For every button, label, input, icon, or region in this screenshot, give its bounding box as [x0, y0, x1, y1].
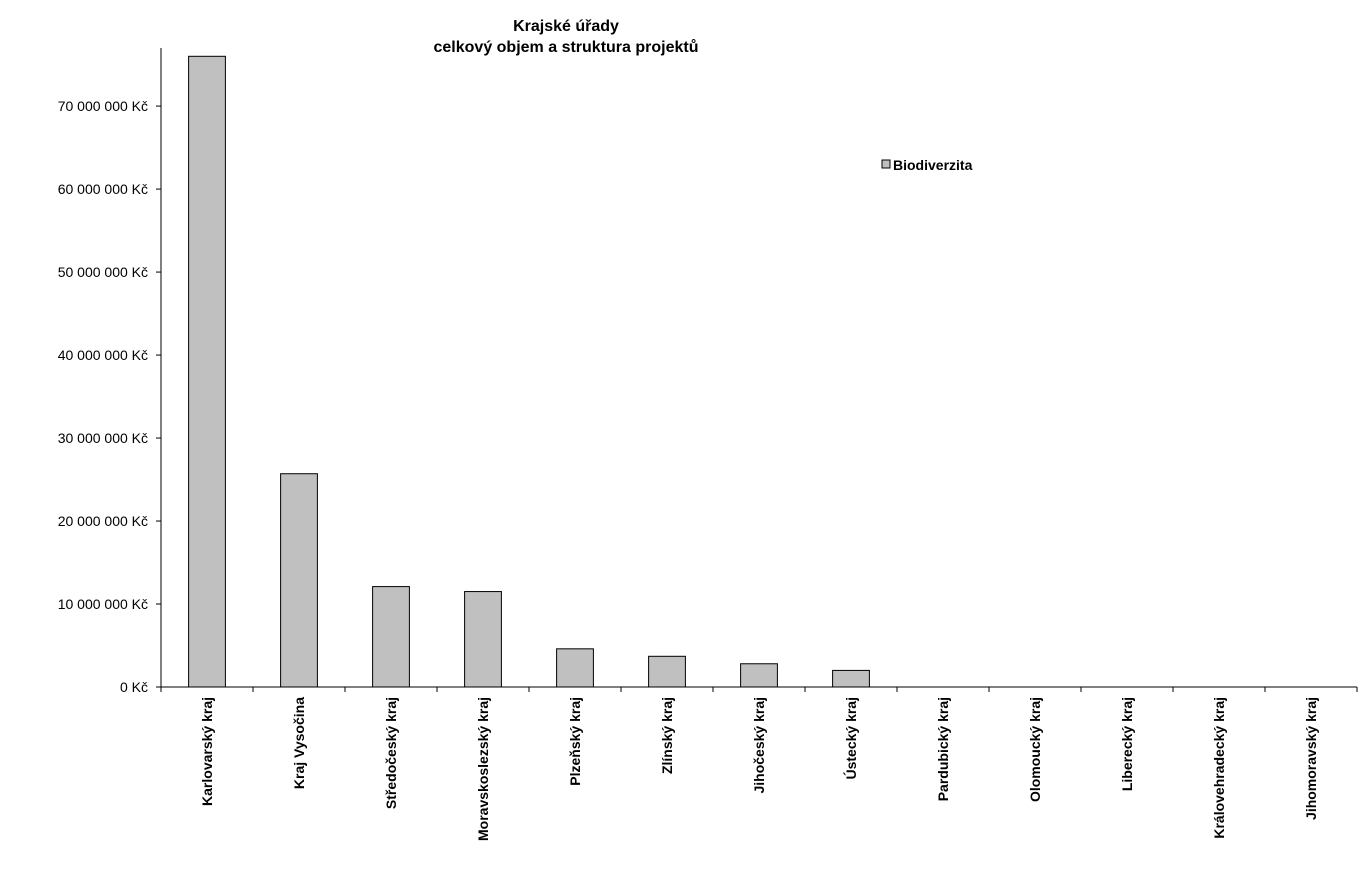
y-tick-label: 50 000 000 Kč	[58, 264, 148, 280]
bar	[464, 591, 502, 688]
y-tick-label: 30 000 000 Kč	[58, 430, 148, 446]
x-category-label: Ústecký kraj	[842, 697, 859, 780]
x-category-label: Pardubický kraj	[935, 697, 951, 801]
bars	[188, 55, 870, 688]
x-category-label: Královehradecký kraj	[1211, 697, 1227, 839]
x-category-label: Karlovarský kraj	[199, 697, 215, 806]
x-category-label: Plzeňský kraj	[567, 697, 583, 786]
bar	[648, 655, 686, 688]
bar	[280, 473, 318, 688]
chart-title-line-1: Krajské úřady	[513, 18, 619, 35]
x-category-label: Liberecký kraj	[1119, 697, 1135, 791]
x-category-label: Jihočeský kraj	[751, 697, 767, 794]
y-tick-label: 40 000 000 Kč	[58, 347, 148, 363]
legend-label-biodiverzita: Biodiverzita	[893, 157, 973, 173]
x-category-label: Jihomoravský kraj	[1303, 697, 1319, 820]
bar	[372, 586, 410, 688]
x-category-label: Moravskoslezský kraj	[475, 697, 491, 841]
x-category-label: Zlínský kraj	[659, 697, 675, 774]
x-axis: Karlovarský kraj Kraj Vysočina Středočeský…	[160, 686, 1358, 841]
x-category-label: Olomoucký kraj	[1027, 697, 1043, 802]
bar	[188, 55, 226, 688]
y-tick-label: 60 000 000 Kč	[58, 181, 148, 197]
y-axis: 0 Kč 10 000 000 Kč 20 000 000 Kč 30 000 000…	[58, 48, 162, 695]
chart-title-line-2: celkový objem a struktura projektů	[434, 39, 699, 56]
x-category-label: Středočeský kraj	[383, 697, 399, 809]
bar	[832, 669, 870, 688]
y-tick-label: 20 000 000 Kč	[58, 513, 148, 529]
legend: Biodiverzita	[881, 157, 973, 173]
y-tick-label: 70 000 000 Kč	[58, 98, 148, 114]
chart-title: Krajské úřady celkový objem a struktura …	[434, 18, 699, 56]
y-tick-label: 0 Kč	[120, 679, 148, 695]
bar	[740, 663, 778, 688]
legend-swatch-biodiverzita	[881, 159, 891, 169]
y-tick-label: 10 000 000 Kč	[58, 596, 148, 612]
x-category-label: Kraj Vysočina	[291, 697, 307, 789]
bar	[556, 648, 594, 688]
